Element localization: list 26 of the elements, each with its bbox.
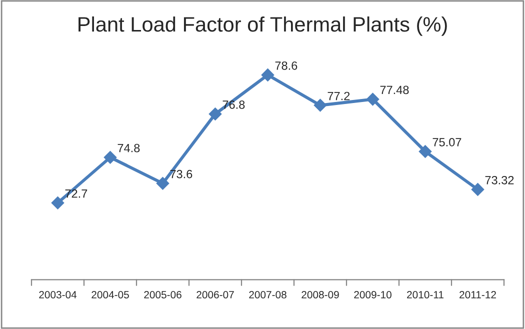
chart-title: Plant Load Factor of Thermal Plants (%) <box>78 16 447 36</box>
point <box>418 145 432 158</box>
x-tick-label: 2010-11 <box>407 291 444 298</box>
x-tick-label: 2003-04 <box>39 291 77 298</box>
data-label: 74.8 <box>118 144 140 152</box>
x-tick-label: 2011-12 <box>460 291 496 298</box>
point <box>156 176 170 190</box>
point <box>471 183 484 196</box>
point <box>104 150 117 164</box>
point <box>314 98 327 112</box>
point <box>208 108 222 120</box>
x-tick-label: 2008-09 <box>302 291 339 298</box>
data-label: 75.07 <box>432 138 462 146</box>
point <box>261 68 274 82</box>
point <box>51 196 64 210</box>
data-label: 78.6 <box>275 61 298 70</box>
x-tick-label: 2009-10 <box>354 291 392 298</box>
x-tick-label: 2004-05 <box>92 291 129 298</box>
data-label: 73.6 <box>170 170 192 178</box>
point <box>366 92 380 106</box>
data-label: 77.48 <box>380 86 409 94</box>
data-label: 77.2 <box>328 92 350 100</box>
x-tick-label: 2006-07 <box>196 291 234 298</box>
data-label: 73.32 <box>485 176 514 184</box>
x-tick-label: 2007-08 <box>249 291 286 298</box>
x-tick-label: 2005-06 <box>144 291 182 298</box>
